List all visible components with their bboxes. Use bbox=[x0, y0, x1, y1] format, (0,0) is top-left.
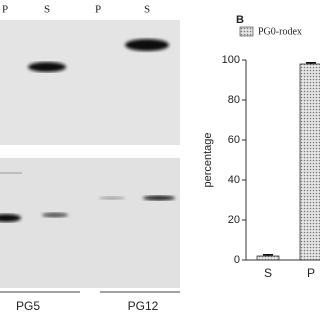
y-tick-label: 0 bbox=[234, 254, 240, 266]
gel-top bbox=[0, 20, 180, 145]
error-bar bbox=[263, 254, 273, 256]
bar bbox=[256, 255, 280, 261]
band bbox=[42, 212, 68, 218]
lane-label: S bbox=[44, 4, 50, 16]
x-tick-label: P bbox=[307, 266, 315, 280]
band bbox=[125, 39, 169, 51]
y-tick-label: 20 bbox=[228, 214, 240, 226]
y-axis-label: percentage bbox=[202, 132, 214, 187]
y-tick-label: 60 bbox=[228, 134, 240, 146]
lane-label: P bbox=[2, 4, 8, 16]
sample-label: PG5 bbox=[16, 299, 40, 313]
band bbox=[99, 196, 125, 200]
y-tick-label: 100 bbox=[222, 54, 240, 66]
sample-label: PG12 bbox=[128, 299, 159, 313]
legend-swatch bbox=[239, 26, 254, 37]
legend-label: PG0-rodex bbox=[258, 26, 302, 37]
gel-bottom bbox=[0, 158, 180, 288]
lane-label: P bbox=[95, 4, 101, 16]
chart: 0 20 40 60 80 100 percentage PG0-rodex S P bbox=[202, 26, 320, 280]
band bbox=[143, 195, 175, 201]
y-tick-label: 40 bbox=[228, 174, 240, 186]
lane-label: S bbox=[144, 4, 150, 16]
gel-panel: P S P S PG5 PG12 bbox=[0, 4, 180, 313]
band bbox=[28, 62, 66, 72]
x-tick-label: S bbox=[264, 266, 272, 280]
error-bar bbox=[306, 62, 316, 64]
y-tick-label: 80 bbox=[228, 94, 240, 106]
band bbox=[0, 214, 21, 222]
bar bbox=[299, 63, 320, 261]
panel-label: B bbox=[236, 14, 244, 26]
